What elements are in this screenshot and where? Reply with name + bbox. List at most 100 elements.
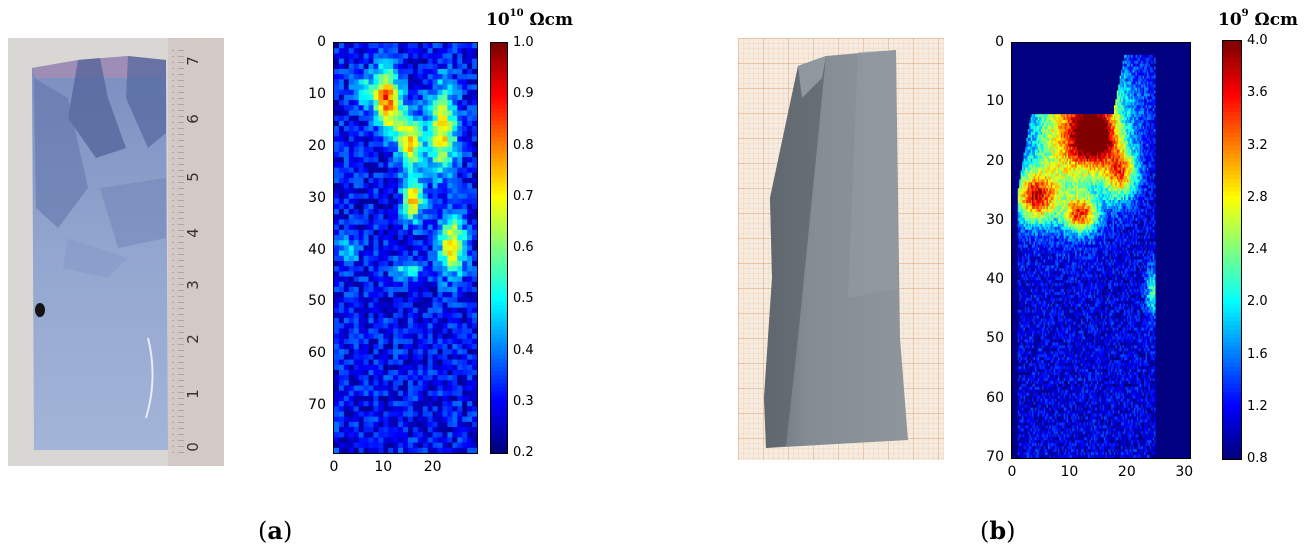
heatmap-cell xyxy=(1066,63,1069,68)
heatmap-cell xyxy=(388,105,394,111)
heatmap-cell xyxy=(363,151,369,158)
heatmap-cell xyxy=(1109,90,1112,94)
heatmap-cell xyxy=(368,312,374,319)
heatmap-cell xyxy=(417,447,424,453)
heatmap-cell xyxy=(1119,84,1122,88)
heatmap-cell xyxy=(363,94,369,101)
heatmap-cell xyxy=(1052,75,1054,79)
heatmap-cell xyxy=(334,318,340,324)
heatmap-cell xyxy=(447,385,453,392)
heatmap-cell xyxy=(1032,57,1034,62)
heatmap-cell xyxy=(1034,51,1037,56)
heatmap-cell xyxy=(1039,57,1042,62)
heatmap-cell xyxy=(1078,72,1080,76)
heatmap-cell xyxy=(457,349,463,355)
colorbar-segment xyxy=(491,186,507,192)
heatmap-cell xyxy=(398,276,404,283)
heatmap-cell xyxy=(427,84,433,91)
heatmap-cell xyxy=(432,323,438,329)
heatmap-cell xyxy=(378,141,384,148)
heatmap-cell xyxy=(467,359,473,366)
heatmap-cell xyxy=(1101,87,1103,91)
heatmap-cell xyxy=(383,333,389,340)
heatmap-cell xyxy=(1088,48,1090,53)
heatmap-cell xyxy=(1032,78,1034,82)
heatmap-cell xyxy=(353,328,359,334)
heatmap-cell xyxy=(1046,48,1049,53)
heatmap-cell xyxy=(1055,78,1057,82)
heatmap-cell xyxy=(1016,81,1019,85)
heatmap-cell xyxy=(1022,51,1024,56)
heatmap-cell xyxy=(353,375,359,381)
heatmap-cell xyxy=(383,432,389,438)
heatmap-cell xyxy=(343,323,350,329)
heatmap-cell xyxy=(1101,72,1103,76)
heatmap-cell xyxy=(1148,78,1151,82)
heatmap-cell xyxy=(452,359,458,366)
heatmap-cell xyxy=(1108,69,1110,73)
ruler-number-3: 3 xyxy=(183,280,202,290)
heatmap-cell xyxy=(442,74,448,80)
heatmap-cell xyxy=(1070,87,1073,91)
heatmap-cell xyxy=(343,84,350,91)
heatmap-cell xyxy=(1019,78,1021,82)
heatmap-cell xyxy=(1169,57,1172,62)
heatmap-cell xyxy=(334,375,340,381)
heatmap-cell xyxy=(432,48,438,54)
heatmap-cell xyxy=(1188,57,1190,62)
heatmap-cell xyxy=(1101,60,1103,65)
heatmap-cell xyxy=(1045,45,1047,50)
heatmap-cell xyxy=(412,437,419,443)
heatmap-cell xyxy=(1046,43,1049,47)
heatmap-cell xyxy=(378,235,384,241)
heatmap-cell xyxy=(1165,60,1168,65)
heatmap-cell xyxy=(417,401,424,407)
heatmap-cell xyxy=(1132,75,1135,79)
heatmap-cell xyxy=(1156,87,1159,91)
heatmap-cell xyxy=(1045,51,1047,56)
heatmap-cell xyxy=(358,94,364,101)
heatmap-cell xyxy=(1095,72,1097,76)
heatmap-cell xyxy=(348,401,355,407)
heatmap-cell xyxy=(447,338,453,345)
heatmap-cell xyxy=(1141,43,1143,47)
heatmap-cell xyxy=(348,442,355,449)
heatmap-cell xyxy=(398,292,404,298)
heatmap-cell xyxy=(1131,69,1133,73)
heatmap-cell xyxy=(338,432,345,438)
heatmap-cell xyxy=(373,177,379,184)
heatmap-cell xyxy=(1159,43,1162,47)
heatmap-cell xyxy=(1012,48,1014,53)
heatmap-cell xyxy=(407,411,414,417)
heatmap-cell xyxy=(338,120,345,127)
heatmap-cell xyxy=(338,151,345,158)
heatmap-cell xyxy=(383,447,389,453)
heatmap-cell xyxy=(1188,75,1190,79)
heatmap-cell xyxy=(348,43,355,49)
heatmap-cell xyxy=(407,177,414,184)
heatmap-cell xyxy=(378,416,384,423)
heatmap-cell xyxy=(1141,69,1143,73)
heatmap-cell xyxy=(1135,43,1138,47)
heatmap-cell xyxy=(1159,60,1162,65)
heatmap-cell xyxy=(1177,45,1179,50)
unit-base: 10 xyxy=(486,10,510,30)
heatmap-cell xyxy=(472,411,477,417)
heatmap-cell xyxy=(1187,69,1189,73)
heatmap-cell xyxy=(472,120,477,127)
heatmap-cell xyxy=(422,209,428,215)
heatmap-cell xyxy=(1060,51,1063,56)
heatmap-cell xyxy=(1181,43,1184,47)
heatmap-cell xyxy=(1165,48,1168,53)
heatmap-cell xyxy=(467,255,473,262)
heatmap-cell xyxy=(343,369,350,376)
heatmap-cell xyxy=(457,297,463,303)
heatmap-cell xyxy=(1123,63,1126,68)
heatmap-cell xyxy=(1101,51,1103,56)
heatmap-cell xyxy=(363,131,369,137)
heatmap-cell xyxy=(422,354,428,360)
heatmap-cell xyxy=(442,354,448,360)
heatmap-cell xyxy=(1039,90,1042,94)
heatmap-cell xyxy=(1131,75,1133,79)
heatmap-cell xyxy=(373,53,379,59)
